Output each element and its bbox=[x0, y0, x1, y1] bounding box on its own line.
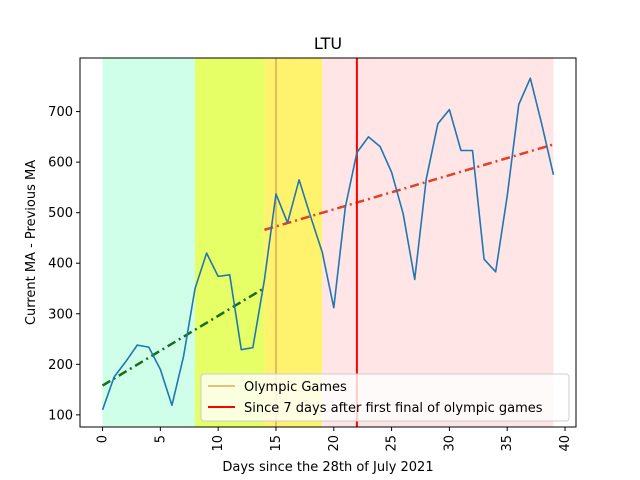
shaded-region-1 bbox=[195, 58, 265, 427]
x-tick-label: 5 bbox=[153, 435, 168, 443]
y-tick-label: 600 bbox=[48, 156, 73, 171]
chart-title: LTU bbox=[314, 34, 342, 53]
y-tick-label: 300 bbox=[48, 307, 73, 322]
x-tick-label: 0 bbox=[96, 435, 111, 443]
shaded-regions bbox=[102, 58, 554, 427]
trend-lines bbox=[101, 143, 554, 387]
x-tick-label: 35 bbox=[500, 435, 515, 452]
shaded-region-2 bbox=[264, 58, 323, 427]
plot-frame bbox=[79, 57, 577, 428]
legend: Olympic Games Since 7 days after first fi… bbox=[200, 373, 570, 422]
y-tick-label: 100 bbox=[48, 408, 73, 423]
legend-label-1: Since 7 days after first final of olympi… bbox=[244, 401, 543, 416]
shaded-region-3 bbox=[322, 58, 554, 427]
x-tick-label: 10 bbox=[211, 435, 226, 452]
vertical-lines bbox=[275, 58, 358, 427]
x-tick-label: 40 bbox=[558, 435, 573, 452]
x-tick-label: 20 bbox=[327, 435, 342, 452]
y-tick-label: 500 bbox=[48, 206, 73, 221]
shaded-region-0 bbox=[102, 58, 196, 427]
legend-box bbox=[200, 373, 570, 422]
x-tick-label: 15 bbox=[269, 435, 284, 452]
x-ticks: 0 5 10 15 20 25 30 35 40 bbox=[96, 427, 573, 452]
x-axis-label: Days since the 28th of July 2021 bbox=[222, 460, 433, 475]
y-tick-label: 700 bbox=[48, 105, 73, 120]
series-line-0 bbox=[101, 77, 555, 411]
legend-label-0: Olympic Games bbox=[244, 380, 347, 395]
y-axis-label: Current MA - Previous MA bbox=[24, 160, 39, 325]
data-series bbox=[101, 77, 555, 411]
x-tick-label: 25 bbox=[385, 435, 400, 452]
trend-line-0 bbox=[101, 286, 266, 387]
x-tick-label: 30 bbox=[442, 435, 457, 452]
y-tick-label: 200 bbox=[48, 358, 73, 373]
y-tick-label: 400 bbox=[48, 257, 73, 272]
trend-line-1 bbox=[264, 143, 554, 232]
y-ticks: 100 200 300 400 500 600 700 bbox=[48, 105, 80, 423]
